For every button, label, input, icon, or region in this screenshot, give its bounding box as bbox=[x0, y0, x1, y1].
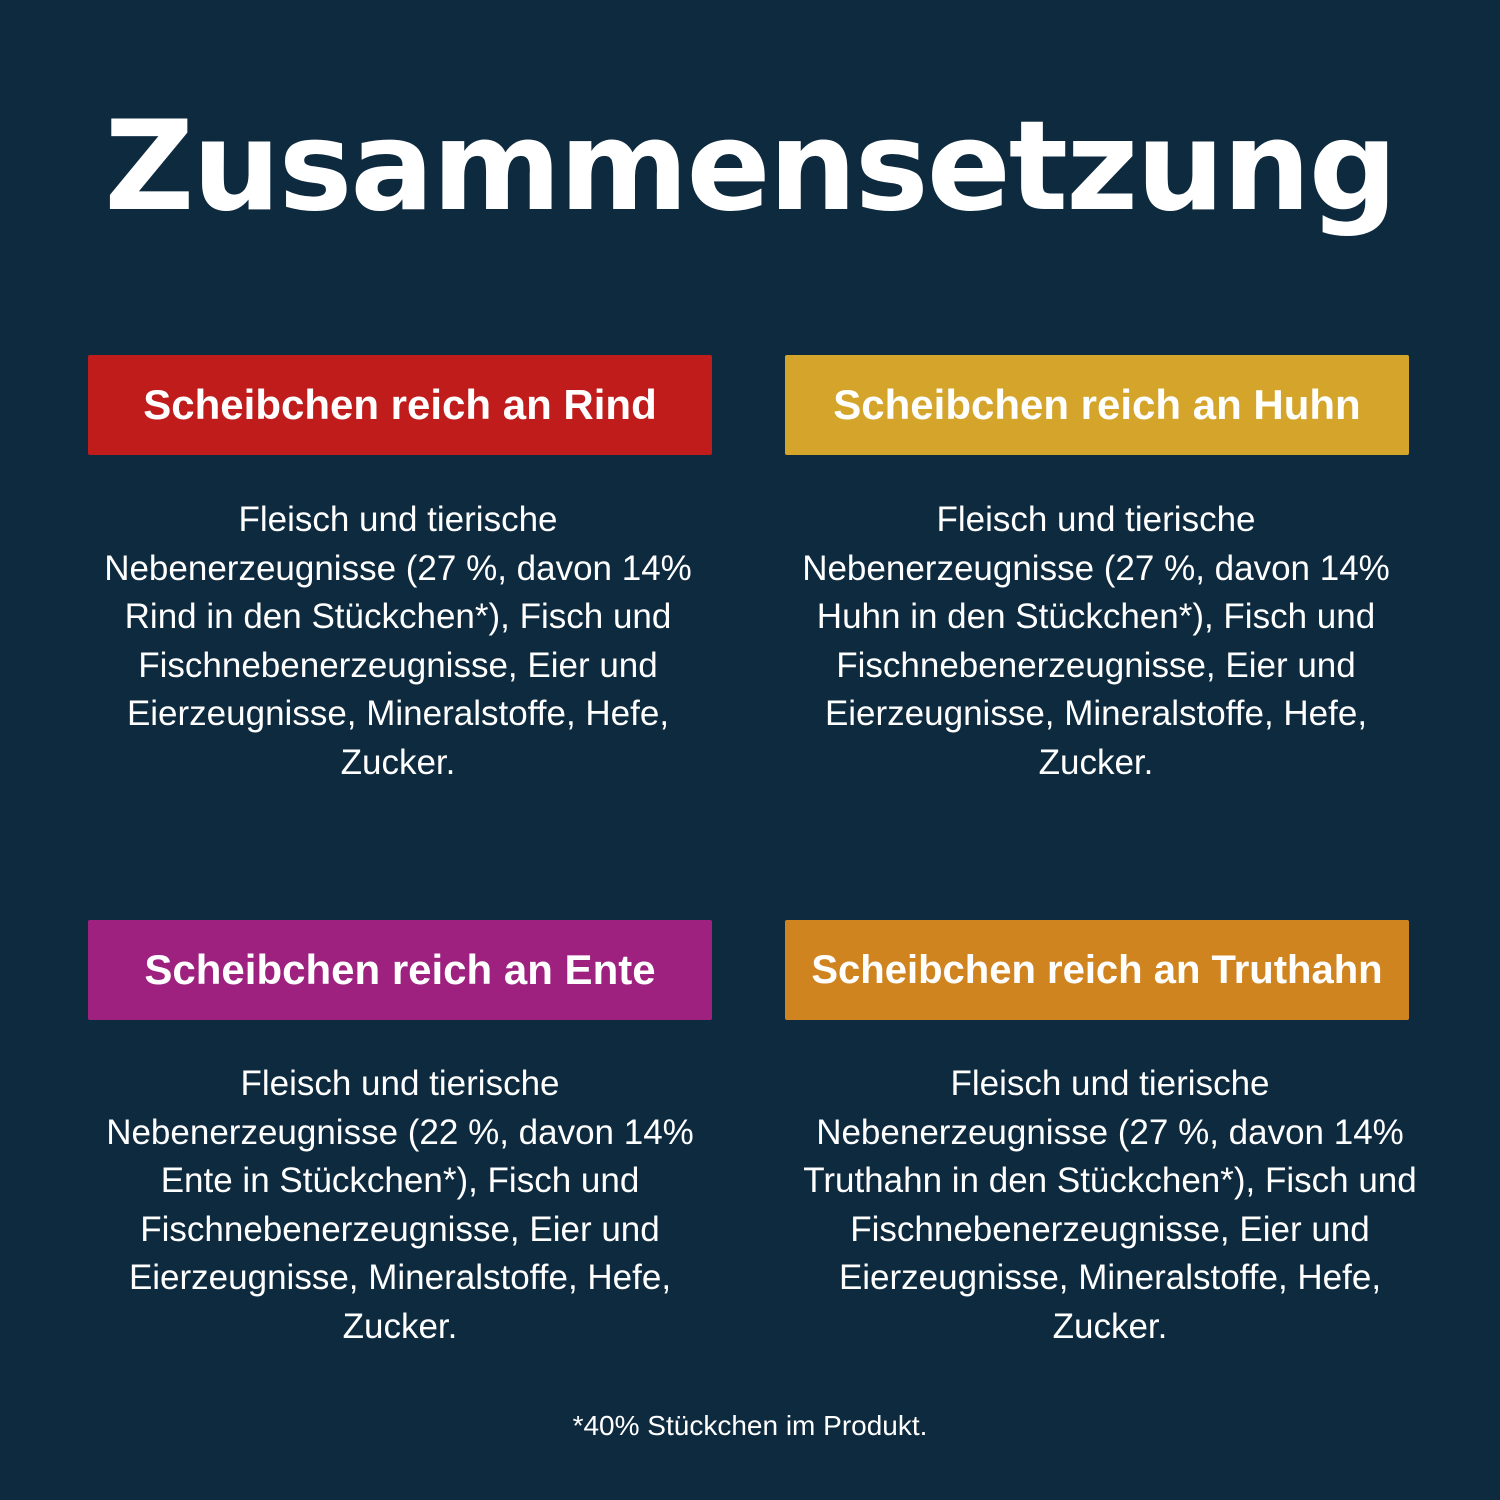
text-line: Truthahn in den Stückchen*), Fisch und bbox=[803, 1161, 1417, 1200]
text-line: Zucker. bbox=[1052, 1306, 1168, 1346]
text-line: Fleisch und tierische bbox=[950, 1064, 1270, 1103]
text-line: Zucker. bbox=[340, 742, 456, 782]
heading-truthahn: Scheibchen reich an Truthahn bbox=[785, 920, 1409, 1020]
ingredients-huhn: Fleisch und tierische Nebenerzeugnisse (… bbox=[766, 496, 1426, 787]
text-line: Fleisch und tierische bbox=[240, 1064, 560, 1103]
text-line: Ente in Stückchen*), Fisch und bbox=[160, 1161, 640, 1200]
text-line: Fischnebenerzeugnisse, Eier und bbox=[836, 645, 1356, 685]
text-line: Eierzeugnisse, Mineralstoffe, Hefe, bbox=[126, 694, 670, 733]
text-line: Nebenerzeugnisse (27 %, davon 14% bbox=[104, 548, 692, 588]
text-line: Nebenerzeugnisse (27 %, davon 14% bbox=[802, 548, 1390, 588]
text-line: Rind in den Stückchen*), Fisch und bbox=[124, 597, 672, 636]
heading-huhn: Scheibchen reich an Huhn bbox=[785, 355, 1409, 455]
text-line: Eierzeugnisse, Mineralstoffe, Hefe, bbox=[838, 1258, 1382, 1297]
text-line: Zucker. bbox=[342, 1306, 458, 1346]
heading-rind: Scheibchen reich an Rind bbox=[88, 355, 712, 455]
ingredients-truthahn: Fleisch und tierische Nebenerzeugnisse (… bbox=[780, 1060, 1440, 1351]
heading-ente: Scheibchen reich an Ente bbox=[88, 920, 712, 1020]
ingredients-ente: Fleisch und tierische Nebenerzeugnisse (… bbox=[70, 1060, 730, 1351]
text-line: Zucker. bbox=[1038, 742, 1154, 782]
ingredients-rind: Fleisch und tierische Nebenerzeugnisse (… bbox=[68, 496, 728, 787]
text-line: Nebenerzeugnisse (22 %, davon 14% bbox=[106, 1112, 694, 1152]
text-line: Fischnebenerzeugnisse, Eier und bbox=[138, 645, 658, 685]
footnote: *40% Stückchen im Produkt. bbox=[572, 1410, 928, 1441]
text-line: Fleisch und tierische bbox=[936, 500, 1256, 539]
page-title: Zusammensetzung bbox=[104, 95, 1397, 239]
text-line: Fleisch und tierische bbox=[238, 500, 558, 539]
text-line: Nebenerzeugnisse (27 %, davon 14% bbox=[816, 1112, 1404, 1152]
text-line: Eierzeugnisse, Mineralstoffe, Hefe, bbox=[128, 1258, 672, 1297]
text-line: Huhn in den Stückchen*), Fisch und bbox=[816, 597, 1376, 636]
text-line: Eierzeugnisse, Mineralstoffe, Hefe, bbox=[824, 694, 1368, 733]
text-line: Fischnebenerzeugnisse, Eier und bbox=[140, 1209, 660, 1249]
text-line: Fischnebenerzeugnisse, Eier und bbox=[850, 1209, 1370, 1249]
